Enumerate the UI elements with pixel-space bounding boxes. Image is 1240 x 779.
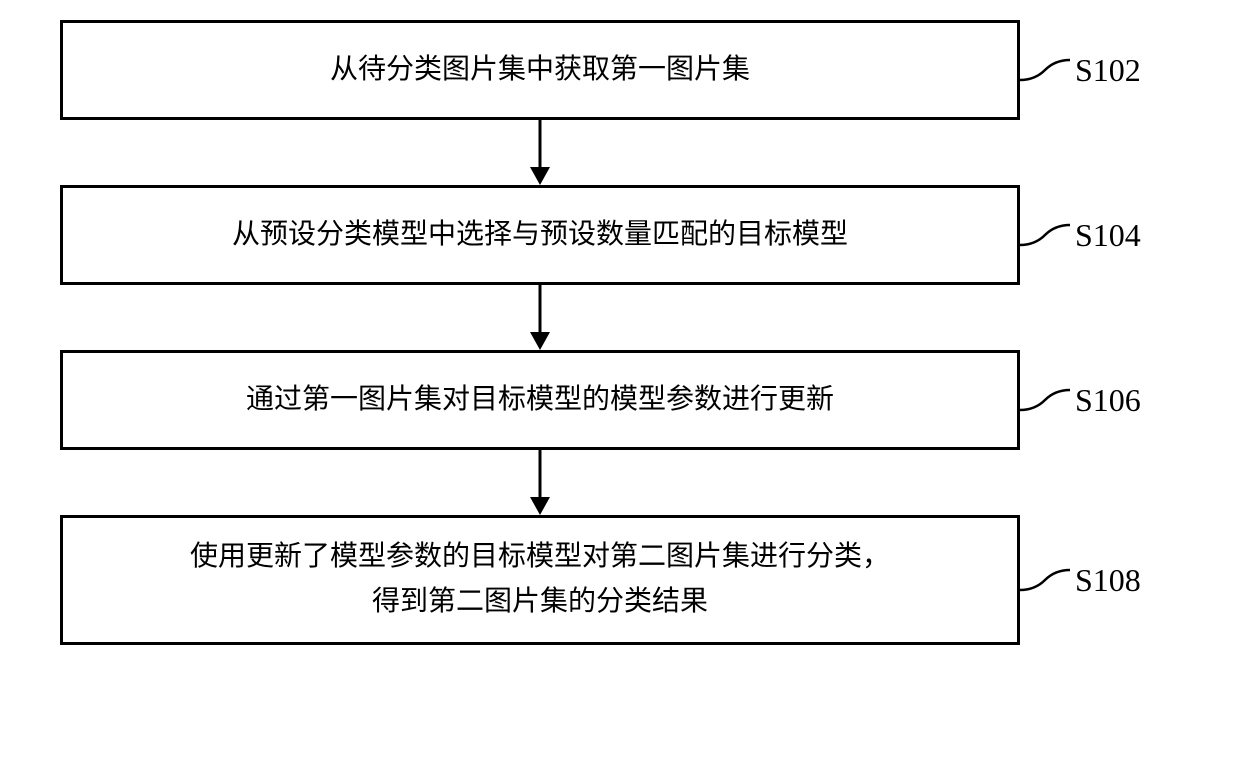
step-box-4: 使用更新了模型参数的目标模型对第二图片集进行分类， 得到第二图片集的分类结果 [60, 515, 1020, 645]
step-label-1: S102 [1075, 52, 1141, 89]
step-row-3: 通过第一图片集对目标模型的模型参数进行更新 S106 [60, 350, 1180, 450]
step-label-wrapper-2: S104 [1020, 215, 1141, 255]
step-box-2: 从预设分类模型中选择与预设数量匹配的目标模型 [60, 185, 1020, 285]
step-text-4: 使用更新了模型参数的目标模型对第二图片集进行分类， 得到第二图片集的分类结果 [190, 535, 890, 625]
step-text-2: 从预设分类模型中选择与预设数量匹配的目标模型 [232, 213, 848, 258]
arrow-1 [60, 120, 1020, 185]
curve-connector-icon [1020, 560, 1070, 600]
step-label-wrapper-3: S106 [1020, 380, 1141, 420]
arrow-2 [60, 285, 1020, 350]
step-label-wrapper-4: S108 [1020, 560, 1141, 600]
step-label-4: S108 [1075, 562, 1141, 599]
step-label-3: S106 [1075, 382, 1141, 419]
flowchart-container: 从待分类图片集中获取第一图片集 S102 从预设分类模型中选择与预设数量匹配的目… [60, 20, 1180, 645]
step-row-2: 从预设分类模型中选择与预设数量匹配的目标模型 S104 [60, 185, 1180, 285]
arrow-down-icon [525, 120, 555, 185]
step-label-wrapper-1: S102 [1020, 50, 1141, 90]
arrow-3 [60, 450, 1020, 515]
step-box-1: 从待分类图片集中获取第一图片集 [60, 20, 1020, 120]
arrow-down-icon [525, 450, 555, 515]
curve-connector-icon [1020, 215, 1070, 255]
step-row-1: 从待分类图片集中获取第一图片集 S102 [60, 20, 1180, 120]
step-text-3: 通过第一图片集对目标模型的模型参数进行更新 [246, 378, 834, 423]
step-box-3: 通过第一图片集对目标模型的模型参数进行更新 [60, 350, 1020, 450]
step-label-2: S104 [1075, 217, 1141, 254]
arrow-down-icon [525, 285, 555, 350]
step-row-4: 使用更新了模型参数的目标模型对第二图片集进行分类， 得到第二图片集的分类结果 S… [60, 515, 1180, 645]
curve-connector-icon [1020, 50, 1070, 90]
curve-connector-icon [1020, 380, 1070, 420]
step-text-1: 从待分类图片集中获取第一图片集 [330, 48, 750, 93]
